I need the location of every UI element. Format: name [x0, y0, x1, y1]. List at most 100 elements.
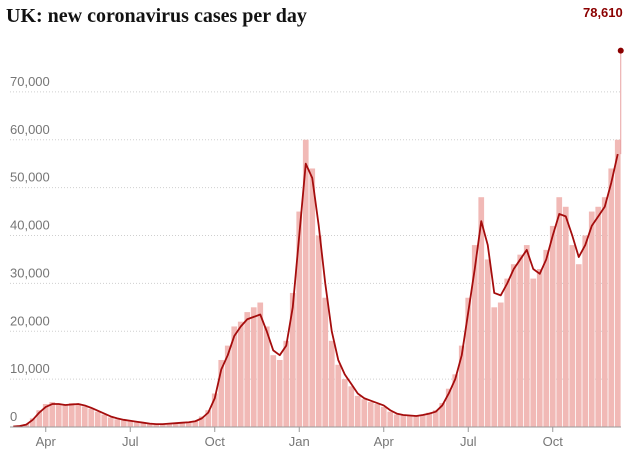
bar	[406, 415, 413, 427]
y-tick-label: 50,000	[10, 170, 50, 185]
bar	[257, 302, 264, 427]
bar	[530, 278, 537, 427]
bar	[322, 297, 329, 427]
y-tick-label: 40,000	[10, 218, 50, 233]
bar	[140, 423, 147, 427]
bar	[341, 379, 348, 427]
bar	[68, 403, 75, 427]
bar	[361, 399, 368, 427]
bar	[107, 417, 114, 427]
bar	[439, 403, 446, 427]
bar	[510, 264, 517, 427]
bar	[309, 168, 316, 427]
bar	[575, 264, 582, 427]
bar	[159, 423, 166, 427]
bar	[263, 326, 270, 427]
bar	[380, 406, 387, 427]
y-tick-label: 20,000	[10, 313, 50, 328]
bar	[270, 355, 277, 427]
bar	[504, 278, 511, 427]
y-tick-label: 60,000	[10, 122, 50, 137]
bar	[101, 414, 108, 427]
bar	[36, 410, 43, 427]
bar	[374, 404, 381, 427]
bar	[185, 421, 192, 427]
bar	[536, 269, 543, 427]
y-tick-label: 30,000	[10, 265, 50, 280]
bar	[335, 364, 342, 427]
bar	[543, 249, 550, 427]
x-tick-label: Oct	[205, 434, 226, 449]
bar	[231, 326, 238, 427]
bar	[244, 312, 251, 427]
bar	[114, 419, 121, 427]
bar	[166, 423, 173, 427]
bar	[471, 245, 478, 427]
bar	[224, 345, 231, 427]
bar	[29, 418, 36, 427]
bar	[205, 410, 212, 427]
bar	[445, 388, 452, 427]
bar	[484, 259, 491, 427]
trend-line	[13, 153, 619, 428]
bar	[478, 197, 485, 427]
bar	[81, 406, 88, 427]
bar	[302, 139, 309, 427]
bar	[549, 225, 556, 427]
bar	[289, 292, 296, 427]
bar	[367, 402, 374, 427]
bar	[491, 307, 498, 427]
bar	[419, 414, 426, 427]
chart-title: UK: new coronavirus cases per day	[6, 5, 307, 27]
bar	[452, 374, 459, 427]
bar	[211, 393, 218, 427]
bar	[276, 359, 283, 427]
bar	[458, 345, 465, 427]
x-tick-label: Oct	[543, 434, 564, 449]
annotation-dot	[617, 47, 624, 54]
x-tick-label: Apr	[374, 434, 395, 449]
bar	[413, 416, 420, 427]
bar	[614, 139, 621, 427]
y-tick-label: 10,000	[10, 361, 50, 376]
bar	[348, 386, 355, 427]
x-tick-label: Jul	[460, 434, 477, 449]
bar	[517, 254, 524, 427]
bar	[426, 412, 433, 427]
bar	[497, 302, 504, 427]
bar	[523, 245, 530, 427]
bar	[562, 206, 569, 427]
bar	[588, 211, 595, 427]
bar	[62, 405, 69, 427]
bar	[354, 395, 361, 427]
bar	[315, 235, 322, 427]
bar	[23, 424, 30, 427]
bar	[120, 420, 127, 427]
bar	[88, 408, 95, 427]
bar	[55, 403, 62, 427]
bar	[133, 422, 140, 427]
bar	[179, 422, 186, 427]
bar	[172, 422, 179, 427]
y-tick-label: 0	[10, 409, 17, 424]
bar	[75, 404, 82, 427]
bar	[387, 411, 394, 427]
bar	[42, 404, 49, 427]
bar	[393, 414, 400, 427]
bar	[296, 211, 303, 427]
bar	[556, 197, 563, 427]
bar	[595, 206, 602, 427]
x-tick-label: Jan	[289, 434, 310, 449]
bar	[601, 197, 608, 427]
bar	[218, 359, 225, 427]
bar	[400, 415, 407, 427]
bar	[127, 421, 134, 427]
bar	[328, 340, 335, 427]
bar	[153, 424, 160, 427]
bar	[192, 420, 199, 427]
bar	[283, 340, 290, 427]
x-tick-label: Jul	[122, 434, 139, 449]
bar	[146, 423, 153, 427]
